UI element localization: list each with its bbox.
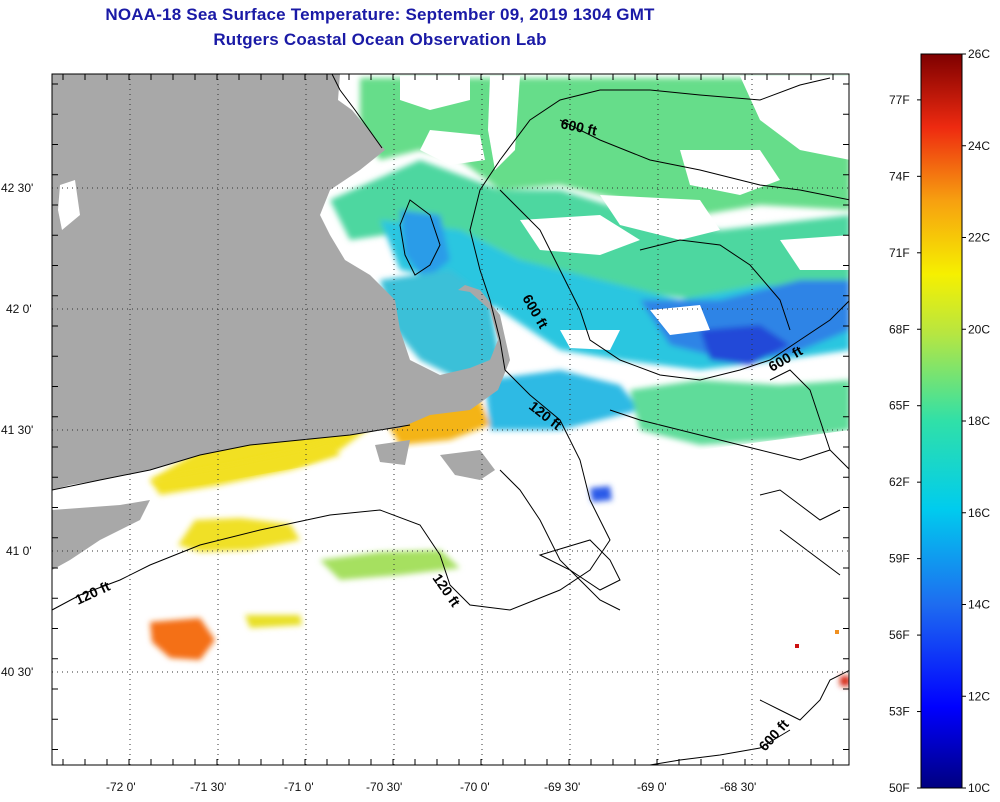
fahrenheit-tick-label: 74F	[889, 169, 910, 183]
lat-label: 41 30'	[1, 423, 33, 437]
lon-label: -71 0'	[284, 780, 314, 794]
map-title: NOAA-18 Sea Surface Temperature: Septemb…	[105, 5, 655, 24]
graticule	[52, 74, 849, 765]
fahrenheit-tick-label: 56F	[889, 628, 910, 642]
depth-label: 600 ft	[559, 115, 598, 138]
lon-label: -69 0'	[637, 780, 667, 794]
bathymetry-contours	[52, 74, 849, 765]
map-subtitle: Rutgers Coastal Ocean Observation Lab	[213, 30, 547, 49]
lat-label: 42 0'	[6, 302, 32, 316]
fahrenheit-tick-label: 68F	[889, 322, 910, 336]
land-mass	[52, 74, 510, 490]
fahrenheit-tick-label: 65F	[889, 399, 910, 413]
lat-label: 42 30'	[1, 181, 33, 195]
celsius-tick-label: 16C	[968, 506, 990, 520]
celsius-tick-label: 26C	[968, 47, 990, 61]
celsius-tick-label: 10C	[968, 781, 990, 795]
lon-label: -69 30'	[544, 780, 580, 794]
celsius-tick-label: 20C	[968, 322, 990, 336]
celsius-tick-label: 22C	[968, 231, 990, 245]
celsius-tick-label: 18C	[968, 414, 990, 428]
celsius-tick-label: 14C	[968, 598, 990, 612]
fahrenheit-tick-label: 59F	[889, 552, 910, 566]
map-frame	[51, 73, 850, 766]
lat-label: 41 0'	[6, 544, 32, 558]
fahrenheit-tick-label: 77F	[889, 93, 910, 107]
lat-label: 40 30'	[1, 665, 33, 679]
lon-label: -70 0'	[460, 780, 490, 794]
celsius-tick-label: 12C	[968, 689, 990, 703]
lon-label: -70 30'	[366, 780, 402, 794]
color-scale-gradient	[920, 53, 963, 789]
lon-label: -68 30'	[720, 780, 756, 794]
lon-label: -72 0'	[106, 780, 136, 794]
fahrenheit-tick-label: 53F	[889, 705, 910, 719]
celsius-tick-label: 24C	[968, 139, 990, 153]
axis-ticks	[52, 74, 849, 765]
lon-label: -71 30'	[190, 780, 226, 794]
fahrenheit-tick-label: 62F	[889, 475, 910, 489]
fahrenheit-tick-label: 71F	[889, 246, 910, 260]
fahrenheit-tick-label: 50F	[889, 781, 910, 795]
